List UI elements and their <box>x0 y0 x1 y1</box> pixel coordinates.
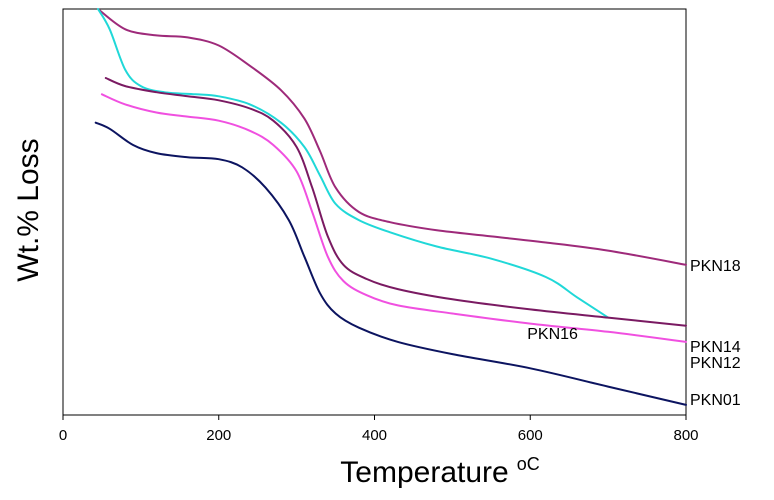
x-tick-label: 0 <box>59 427 67 444</box>
series-line-pkn14 <box>104 77 687 327</box>
series-label-pkn16: PKN16 <box>527 326 578 343</box>
x-tick-label: 800 <box>673 427 698 444</box>
series-line-pkn12 <box>100 93 687 343</box>
series-line-pkn01 <box>94 121 687 406</box>
series-lines <box>94 8 687 406</box>
plot-frame <box>62 8 687 416</box>
x-tick-label: 600 <box>518 427 543 444</box>
series-label-pkn14: PKN14 <box>690 339 741 356</box>
x-tick-label: 200 <box>206 427 231 444</box>
x-axis-unit: oC <box>517 454 540 474</box>
series-label-pkn01: PKN01 <box>690 392 741 409</box>
series-label-pkn12: PKN12 <box>690 355 741 372</box>
x-axis-title-text: Temperature <box>340 456 508 489</box>
y-axis-title: Wt.% Loss <box>12 138 45 281</box>
x-axis-title: Temperature oC <box>340 454 539 489</box>
series-line-pkn18 <box>97 8 687 266</box>
x-axis-ticks: 0 200 400 600 800 <box>59 415 699 444</box>
series-label-pkn18: PKN18 <box>690 258 741 275</box>
x-tick-label: 400 <box>362 427 387 444</box>
series-line-pkn16 <box>97 8 610 319</box>
